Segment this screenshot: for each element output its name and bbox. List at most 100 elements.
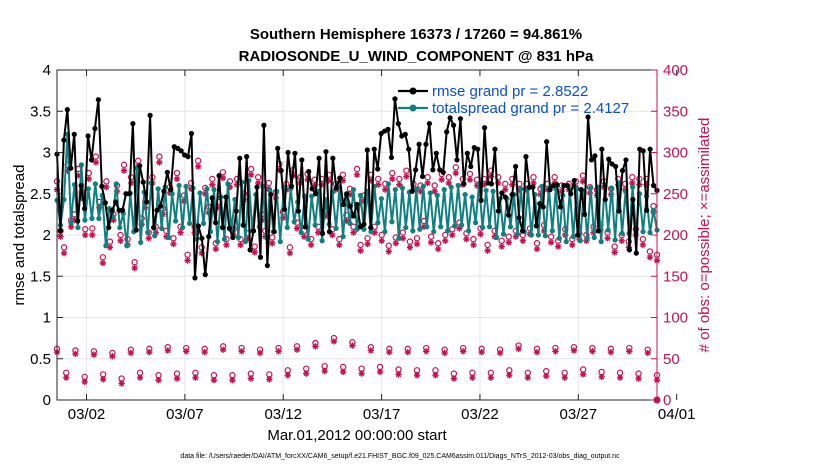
- rmse-point: [533, 223, 539, 229]
- obs-assimilated-point: [269, 240, 276, 247]
- totalspread-point: [145, 229, 151, 236]
- rmse-point: [557, 204, 564, 210]
- rmse-point: [144, 199, 150, 205]
- rmse-point: [102, 200, 108, 206]
- totalspread-point: [598, 239, 604, 245]
- rmse-point: [433, 150, 439, 156]
- rmse-point: [292, 150, 298, 156]
- rmse-point: [257, 254, 264, 260]
- rmse-point: [306, 168, 312, 175]
- x-tick-label: 03/27: [560, 406, 598, 423]
- axis-ticks: 03/02 03/07 03/12 03/17 03/22 03/27 04/0100.51…: [30, 62, 695, 423]
- y2-tick-label: 200: [663, 227, 688, 244]
- totalspread-point: [518, 186, 524, 192]
- legend-label-rmse: rmse grand pr = 2.8522: [432, 83, 588, 100]
- obs-assimilated-low-point: [349, 342, 356, 349]
- rmse-point: [575, 232, 581, 238]
- rmse-point: [419, 173, 426, 180]
- obs-assimilated-point: [110, 216, 117, 224]
- totalspread-point: [368, 229, 374, 235]
- rmse-point: [92, 125, 98, 132]
- y2-tick-label: 150: [663, 268, 688, 285]
- rmse-point: [161, 188, 167, 194]
- rmse-point: [133, 227, 139, 233]
- obs-assimilated-low-point: [210, 377, 218, 384]
- rmse-point: [316, 155, 322, 161]
- obs-assimilated-point: [403, 173, 410, 180]
- totalspread-point: [413, 186, 419, 192]
- obs-assimilated-point: [406, 244, 414, 251]
- obs-assimilated-point: [311, 182, 318, 189]
- rmse-point: [450, 122, 457, 128]
- totalspread-point: [396, 235, 402, 241]
- obs-assimilated-point: [99, 259, 107, 267]
- obs-assimilated-point: [293, 225, 301, 232]
- obs-assimilated-point: [57, 233, 64, 240]
- totalspread-point: [427, 190, 433, 196]
- totalspread-point: [242, 239, 248, 245]
- obs-assimilated-point: [434, 245, 442, 253]
- rmse-point: [457, 116, 464, 122]
- obs-assimilated-point: [484, 247, 491, 254]
- totalspread-point: [392, 187, 398, 193]
- totalspread-point: [507, 224, 514, 230]
- rmse-point: [113, 199, 119, 205]
- rmse-point: [109, 207, 115, 213]
- totalspread-point: [563, 239, 569, 245]
- totalspread-point: [221, 236, 228, 242]
- rmse-point: [540, 204, 546, 210]
- obs-assimilated-point: [502, 186, 509, 193]
- rmse-point: [206, 234, 212, 240]
- obs-assimilated-point: [300, 233, 308, 240]
- rmse-point: [630, 196, 636, 203]
- obs-assimilated-point: [307, 241, 315, 249]
- obs-assimilated-low-point: [450, 375, 458, 382]
- obs-assimilated-point: [198, 249, 205, 257]
- obs-assimilated-point: [60, 249, 68, 257]
- obs-assimilated-point: [466, 176, 474, 183]
- rmse-point: [530, 184, 536, 190]
- rmse-point: [78, 182, 84, 189]
- obs-assimilated-low-point: [275, 348, 282, 355]
- obs-assimilated-point: [374, 181, 382, 188]
- rmse-point: [209, 195, 215, 201]
- obs-assimilated-point: [452, 169, 460, 177]
- rmse-point: [99, 183, 105, 189]
- obs-assimilated-point: [74, 172, 82, 179]
- rmse-point: [375, 166, 381, 172]
- obs-assimilated-point: [519, 237, 527, 244]
- rmse-point: [350, 213, 357, 219]
- obs-assimilated-low-point: [496, 349, 504, 357]
- rmse-point: [85, 133, 91, 139]
- totalspread-point: [333, 225, 339, 231]
- obs-assimilated-low-point: [598, 373, 605, 381]
- y-tick-label: 0.5: [30, 351, 51, 368]
- rmse-point: [285, 149, 291, 156]
- totalspread-point: [473, 220, 479, 226]
- obs-assimilated-low-point: [607, 348, 615, 356]
- y-tick-label: 1.5: [30, 268, 51, 285]
- obs-assimilated-point: [558, 188, 565, 195]
- totalspread-point: [284, 224, 290, 231]
- obs-assimilated-point: [357, 247, 364, 254]
- totalspread-point: [350, 187, 357, 193]
- rmse-point: [361, 221, 367, 227]
- rmse-point: [323, 149, 329, 155]
- obs-assimilated-point: [473, 182, 481, 189]
- y2-tick-label: 400: [663, 62, 688, 79]
- rmse-point: [195, 223, 201, 229]
- rmse-point: [223, 194, 229, 200]
- rmse-point: [585, 114, 591, 120]
- obs-assimilated-point: [226, 183, 234, 191]
- rmse-point: [581, 211, 588, 217]
- x-tick-label: 03/22: [461, 406, 499, 423]
- series-layer: [54, 96, 660, 281]
- rmse-point: [523, 154, 529, 160]
- rmse-point: [633, 250, 639, 256]
- totalspread-point: [113, 181, 119, 187]
- rmse-point: [547, 187, 553, 193]
- obs-assimilated-point: [487, 173, 495, 180]
- totalspread-point: [200, 220, 207, 227]
- obs-assimilated-low-point: [358, 370, 365, 377]
- x-tick-label: 03/12: [264, 406, 302, 423]
